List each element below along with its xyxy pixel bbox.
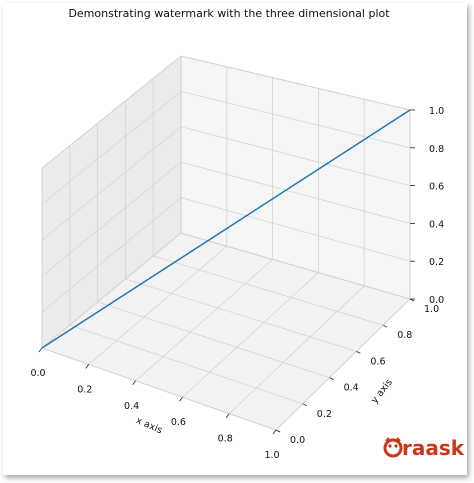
watermark: raask bbox=[383, 436, 465, 460]
x-tick bbox=[179, 396, 183, 402]
left-pane bbox=[42, 56, 181, 348]
x-tick bbox=[85, 364, 90, 369]
z-tick-label: 0.0 bbox=[429, 295, 444, 306]
axis-panes bbox=[42, 56, 410, 430]
tick-marks bbox=[38, 109, 415, 435]
floor-pane bbox=[42, 233, 410, 430]
box-edge bbox=[180, 232, 411, 300]
series-group bbox=[41, 109, 411, 349]
watermark-text: raask bbox=[402, 436, 465, 460]
axis-edges bbox=[41, 55, 411, 431]
y-tick-label: 0.2 bbox=[317, 409, 332, 420]
tick-labels: 0.00.20.40.60.81.00.00.20.40.60.81.00.00… bbox=[30, 106, 444, 461]
y-tick-label: 0.6 bbox=[370, 356, 385, 367]
y-tick bbox=[356, 351, 361, 354]
y-tick bbox=[383, 324, 388, 328]
y-tick bbox=[329, 377, 334, 380]
x-tick bbox=[225, 413, 230, 418]
box-edge bbox=[41, 55, 182, 169]
box-edge bbox=[275, 298, 411, 431]
y-tick bbox=[275, 429, 281, 433]
x-tick bbox=[132, 380, 136, 386]
y-tick-label: 1.0 bbox=[424, 304, 439, 315]
x-tick-label: 0.4 bbox=[124, 401, 139, 412]
back-pane bbox=[181, 56, 410, 299]
z-tick-label: 0.8 bbox=[429, 144, 444, 155]
owl-logo-icon bbox=[383, 437, 403, 458]
y-tick-label: 0.4 bbox=[344, 383, 359, 394]
x-tick-label: 0.8 bbox=[218, 434, 233, 445]
box-edge bbox=[41, 232, 182, 349]
y-axis-label: y axis bbox=[369, 377, 395, 406]
chart-title: Demonstrating watermark with the three d… bbox=[68, 7, 390, 20]
x-tick-label: 0.0 bbox=[30, 368, 45, 379]
y-tick-label: 0.0 bbox=[290, 435, 305, 446]
z-tick-label: 1.0 bbox=[429, 106, 444, 117]
z-tick-label: 0.4 bbox=[429, 219, 444, 230]
z-tick-label: 0.2 bbox=[429, 257, 444, 268]
series-line bbox=[41, 109, 411, 349]
box-edge bbox=[41, 347, 277, 431]
x-tick bbox=[272, 429, 277, 435]
x-tick-label: 1.0 bbox=[264, 450, 279, 461]
x-tick-label: 0.6 bbox=[171, 417, 186, 428]
y-tick-label: 0.8 bbox=[397, 330, 412, 341]
x-tick bbox=[38, 347, 43, 353]
x-axis-label: x axis bbox=[134, 415, 164, 436]
y-tick bbox=[302, 403, 307, 407]
z-tick-label: 0.6 bbox=[429, 182, 444, 193]
box-edge bbox=[180, 55, 411, 111]
x-tick-label: 0.2 bbox=[77, 384, 92, 395]
